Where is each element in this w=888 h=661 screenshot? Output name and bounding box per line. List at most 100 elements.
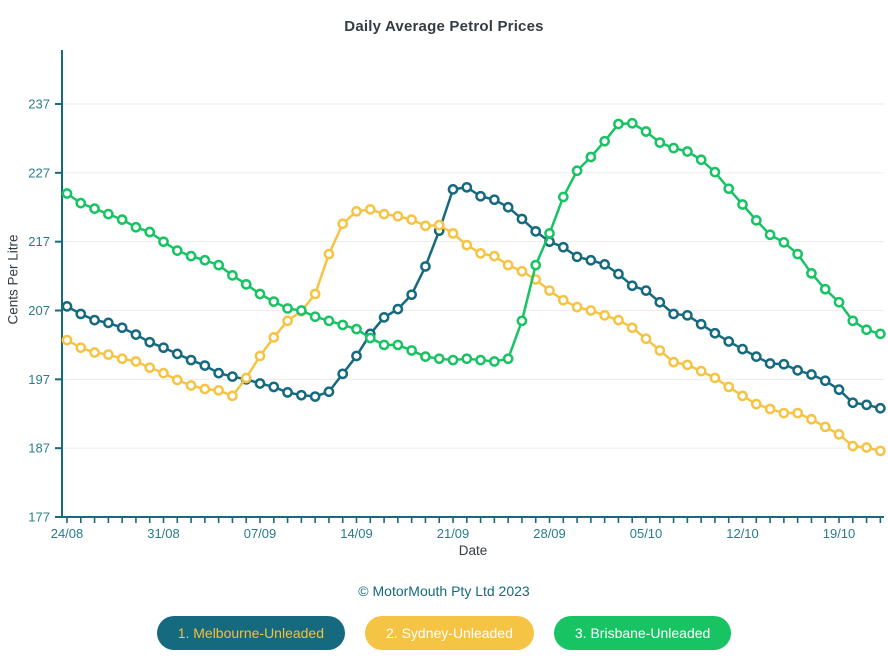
svg-text:31/08: 31/08: [147, 526, 180, 541]
gridlines: [62, 103, 884, 449]
data-point-melbourne-unleaded: [530, 225, 542, 237]
data-point-brisbane-unleaded: [130, 221, 142, 233]
data-point-melbourne-unleaded: [557, 241, 569, 253]
data-point-brisbane-unleaded: [254, 288, 266, 300]
data-point-melbourne-unleaded: [171, 348, 183, 360]
data-point-melbourne-unleaded: [296, 389, 307, 401]
chart-title: Daily Average Petrol Prices: [344, 18, 544, 35]
data-point-brisbane-unleaded: [819, 283, 831, 295]
data-point-melbourne-unleaded: [185, 354, 197, 366]
data-point-brisbane-unleaded: [599, 135, 611, 147]
data-point-sydney-unleaded: [75, 342, 87, 354]
data-point-sydney-unleaded: [626, 322, 638, 334]
data-point-brisbane-unleaded: [764, 229, 776, 241]
data-point-brisbane-unleaded: [875, 328, 886, 340]
data-point-brisbane-unleaded: [489, 356, 500, 367]
data-point-brisbane-unleaded: [323, 315, 335, 327]
data-point-brisbane-unleaded: [502, 353, 514, 365]
legend-brisbane-button[interactable]: 3. Brisbane-Unleaded: [553, 616, 732, 650]
data-point-melbourne-unleaded: [640, 285, 652, 296]
data-point-melbourne-unleaded: [282, 387, 293, 398]
svg-text:207: 207: [28, 303, 50, 318]
data-point-brisbane-unleaded: [364, 332, 376, 344]
data-point-brisbane-unleaded: [737, 199, 748, 210]
data-point-brisbane-unleaded: [778, 237, 790, 248]
data-point-sydney-unleaded: [103, 349, 114, 360]
legend-melbourne-button[interactable]: 1. Melbourne-Unleaded: [156, 616, 346, 650]
data-point-brisbane-unleaded: [806, 267, 817, 279]
svg-text:07/09: 07/09: [244, 526, 277, 541]
data-point-brisbane-unleaded: [144, 226, 156, 238]
data-point-brisbane-unleaded: [447, 354, 459, 366]
axes: 177 187 197 207 217 227 237 24/08 31/08 07/09 14/0…: [28, 50, 884, 541]
data-point-melbourne-unleaded: [268, 381, 280, 393]
data-point-melbourne-unleaded: [309, 391, 321, 402]
data-point-brisbane-unleaded: [613, 118, 624, 130]
data-point-sydney-unleaded: [709, 372, 721, 384]
data-point-melbourne-unleaded: [847, 397, 859, 409]
data-point-melbourne-unleaded: [392, 303, 404, 315]
data-point-brisbane-unleaded: [351, 323, 362, 335]
data-point-brisbane-unleaded: [116, 214, 128, 225]
svg-text:19/10: 19/10: [823, 526, 856, 541]
data-point-sydney-unleaded: [144, 362, 156, 373]
data-point-sydney-unleaded: [668, 356, 679, 368]
data-point-sydney-unleaded: [599, 309, 611, 321]
data-point-melbourne-unleaded: [502, 201, 514, 213]
data-point-sydney-unleaded: [116, 353, 128, 365]
data-point-brisbane-unleaded: [654, 137, 666, 148]
data-point-brisbane-unleaded: [544, 228, 555, 239]
data-point-brisbane-unleaded: [227, 270, 238, 281]
data-point-melbourne-unleaded: [75, 308, 87, 320]
data-point-melbourne-unleaded: [819, 375, 831, 387]
data-point-sydney-unleaded: [475, 248, 486, 259]
data-point-brisbane-unleaded: [199, 254, 211, 266]
data-point-brisbane-unleaded: [585, 151, 597, 163]
data-point-melbourne-unleaded: [709, 327, 721, 339]
series-sydney-unleaded: [61, 203, 886, 457]
data-point-melbourne-unleaded: [682, 309, 693, 321]
data-point-brisbane-unleaded: [296, 305, 307, 316]
data-point-brisbane-unleaded: [433, 353, 445, 365]
data-point-brisbane-unleaded: [461, 353, 473, 365]
copyright-text: © MotorMouth Pty Ltd 2023: [358, 583, 530, 599]
svg-text:227: 227: [28, 165, 50, 180]
data-point-melbourne-unleaded: [116, 322, 128, 334]
data-point-melbourne-unleaded: [406, 289, 417, 301]
data-point-melbourne-unleaded: [792, 365, 804, 376]
data-point-brisbane-unleaded: [309, 311, 321, 323]
data-point-melbourne-unleaded: [489, 194, 500, 206]
data-point-melbourne-unleaded: [199, 360, 211, 371]
data-point-melbourne-unleaded: [764, 358, 776, 369]
data-point-sydney-unleaded: [640, 333, 652, 345]
data-point-sydney-unleaded: [461, 239, 473, 251]
data-point-brisbane-unleaded: [158, 236, 169, 248]
data-point-melbourne-unleaded: [654, 296, 666, 308]
data-point-brisbane-unleaded: [406, 345, 417, 356]
data-point-melbourne-unleaded: [571, 251, 583, 263]
data-point-melbourne-unleaded: [585, 254, 597, 266]
data-point-melbourne-unleaded: [861, 399, 872, 411]
svg-text:28/09: 28/09: [533, 526, 566, 541]
data-point-sydney-unleaded: [723, 381, 735, 393]
legend-sydney-button[interactable]: 2. Sydney-Unleaded: [365, 616, 534, 650]
data-point-brisbane-unleaded: [378, 339, 390, 351]
data-point-melbourne-unleaded: [213, 367, 224, 379]
svg-text:197: 197: [28, 372, 50, 387]
data-point-melbourne-unleaded: [420, 261, 431, 272]
data-point-melbourne-unleaded: [130, 329, 142, 340]
data-point-sydney-unleaded: [185, 380, 197, 391]
data-point-brisbane-unleaded: [723, 183, 735, 195]
data-point-sydney-unleaded: [654, 345, 666, 356]
data-point-melbourne-unleaded: [337, 368, 349, 380]
data-point-brisbane-unleaded: [337, 319, 349, 331]
data-point-melbourne-unleaded: [461, 181, 473, 193]
data-point-melbourne-unleaded: [613, 268, 624, 280]
data-point-melbourne-unleaded: [778, 358, 790, 370]
svg-text:237: 237: [28, 97, 50, 112]
data-point-brisbane-unleaded: [268, 296, 280, 307]
data-point-melbourne-unleaded: [89, 314, 100, 326]
data-point-melbourne-unleaded: [447, 184, 459, 195]
data-point-sydney-unleaded: [557, 294, 569, 306]
